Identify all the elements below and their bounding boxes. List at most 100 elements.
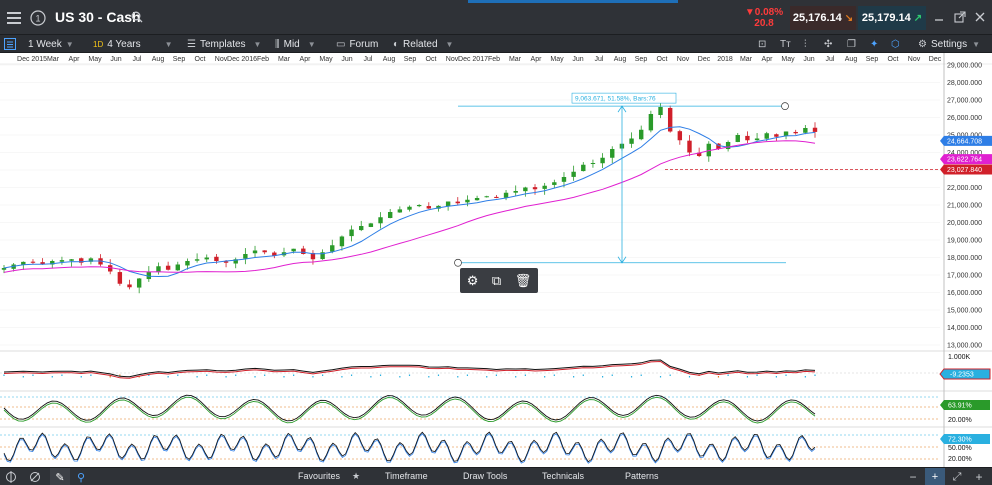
pencil-icon[interactable]: ✎ — [50, 468, 70, 485]
patterns-tab[interactable]: Patterns — [625, 471, 659, 481]
price-chart[interactable]: Dec 2015 Mar Apr May Jun Jul Aug Sep Oct Nov Dec 2… — [0, 53, 992, 467]
technicals-tab[interactable]: Technicals — [542, 471, 585, 481]
chart-style-icon[interactable]: ⫶ — [804, 38, 807, 50]
x-tick-label: Nov — [215, 56, 228, 63]
candle-body — [783, 131, 789, 137]
hide-icon[interactable] — [28, 470, 42, 484]
candle-body — [59, 260, 65, 262]
x-tick-label: Sep — [404, 56, 417, 63]
star-icon[interactable]: ★ — [352, 471, 361, 481]
candle-body — [803, 128, 808, 133]
menu-icon[interactable] — [5, 9, 23, 27]
candle-body — [436, 205, 441, 209]
candle-body — [658, 107, 663, 116]
move-icon[interactable]: ✣ — [824, 38, 833, 50]
x-axis: Dec 2015 Mar Apr May Jun Jul Aug Sep Oct Nov Dec 2… — [0, 56, 992, 65]
indicator-panes: 1.000K -9.2353 63.91% 20.00% 72.30%50.00% 20.… — [0, 350, 992, 464]
y-tick-label: 21,000.000 — [947, 203, 982, 210]
candle-body — [416, 205, 422, 207]
x-tick-label: May — [550, 56, 564, 63]
candle-body — [407, 206, 412, 210]
candle-body — [243, 254, 248, 259]
candle-body — [494, 196, 499, 198]
measure-arrowhead-up — [617, 105, 627, 113]
favourites-tab[interactable]: Favourites — [298, 471, 341, 481]
measure-arrowhead-down — [617, 256, 627, 264]
up-arrow-icon: ↗ — [913, 12, 923, 24]
stoch1-20-label: 20.00% — [948, 417, 972, 424]
fit-icon[interactable]: ⤢ — [952, 470, 962, 483]
period-dropdown[interactable]: 1 Week ▼ — [28, 38, 74, 50]
templates-dropdown[interactable]: ☰ Templates ▼ — [187, 38, 262, 50]
crosshair-mode-icon[interactable]: + — [925, 468, 945, 485]
x-tick-label: Jul — [133, 56, 142, 63]
candle-body — [339, 236, 345, 247]
x-tick-label: Apr — [762, 56, 774, 63]
y-tick-label: 17,000.000 — [947, 273, 982, 280]
chart-area[interactable]: Dec 2015 Mar Apr May Jun Jul Aug Sep Oct Nov Dec 2… — [0, 53, 992, 467]
x-tick-label: Mar — [47, 56, 60, 63]
stoch1-signal — [3, 396, 816, 424]
draw-tools-tab[interactable]: Draw Tools — [463, 471, 508, 481]
candle-body — [301, 248, 306, 254]
stoch1-line — [3, 394, 816, 422]
zoom-in-icon[interactable]: + — [975, 470, 983, 484]
eraser-icon[interactable]: ⬡ — [891, 38, 900, 50]
x-tick-label: Oct — [888, 56, 899, 63]
price-type-dropdown[interactable]: ⫼ Mid ▼ — [275, 38, 316, 50]
candle-body — [378, 217, 383, 224]
x-tick-label: Aug — [614, 56, 627, 63]
candle-body — [716, 143, 721, 149]
change-points: 20.8 — [754, 18, 774, 29]
x-tick-label: Oct — [426, 56, 437, 63]
copy-icon[interactable]: ⧉ — [491, 272, 502, 288]
stoch2-line — [3, 431, 816, 463]
change-indicator: ▼0.08% 20.8 — [740, 6, 788, 30]
close-icon[interactable] — [973, 10, 987, 24]
y-tick-label: 29,000.000 — [947, 63, 982, 70]
crosshair-icon[interactable] — [4, 470, 18, 484]
timeframe-tab[interactable]: Timeframe — [385, 471, 428, 481]
candle-body — [330, 245, 335, 252]
candle-body — [194, 259, 200, 261]
candle-body — [310, 252, 316, 260]
sell-price-button[interactable]: 25,176.14 ↘ — [790, 6, 856, 30]
x-tick-label: Oct — [195, 56, 206, 63]
popout-icon[interactable] — [953, 10, 967, 24]
tag-ma-magenta-bg — [940, 154, 992, 165]
drawing-quick-tools: ⚙ ⧉ 🗑 — [460, 268, 538, 293]
candle-body — [445, 201, 451, 207]
related-dropdown[interactable]: ◐ Related ▼ — [393, 38, 454, 50]
minimize-icon[interactable] — [932, 10, 946, 24]
settings-dropdown[interactable]: ⚙ Settings ▼ — [918, 38, 981, 50]
related-icon: ◐ — [393, 38, 400, 50]
layers-icon[interactable]: ❐ — [847, 38, 856, 50]
candle-body — [21, 261, 26, 265]
info-icon[interactable]: 1 — [29, 9, 47, 27]
chart-toolbar: 1 Week ▼ 1D 4 Years ▼ ☰ Templates ▼ ⫼ Mid ▼ … — [0, 35, 992, 53]
x-tick-label: Jul — [364, 56, 373, 63]
search-icon[interactable] — [130, 10, 144, 24]
candle-body — [774, 134, 779, 137]
forum-button[interactable]: ▭ Forum — [336, 36, 378, 52]
macd-value-label: -9.2353 — [950, 372, 974, 379]
tag-ma-magenta: 23,622.764 — [947, 157, 982, 164]
drawing-tools-icon[interactable]: ⚲ — [76, 471, 86, 484]
candle-body — [397, 209, 403, 213]
x-tick-label: 2018 — [717, 56, 733, 63]
candle-body — [1, 268, 7, 270]
buy-price-button[interactable]: 25,179.14 ↗ — [858, 6, 926, 30]
range-dropdown[interactable]: 1D 4 Years ▼ — [93, 38, 173, 50]
crosshair-tool-icon[interactable]: ⊡ — [758, 38, 767, 50]
chart-list-icon[interactable] — [4, 36, 16, 52]
text-size-icon[interactable]: Tт — [780, 38, 791, 50]
candle-body — [88, 258, 94, 262]
gear-icon[interactable]: ⚙ — [466, 272, 479, 288]
symbol-title[interactable]: US 30 - Cash — [55, 9, 141, 25]
candle-body — [272, 252, 277, 256]
trash-icon[interactable]: 🗑 — [514, 272, 532, 288]
range-label: 4 Years — [107, 38, 141, 50]
zoom-out-icon[interactable]: − — [909, 470, 917, 484]
pointer-icon[interactable]: ✦ — [870, 38, 879, 50]
